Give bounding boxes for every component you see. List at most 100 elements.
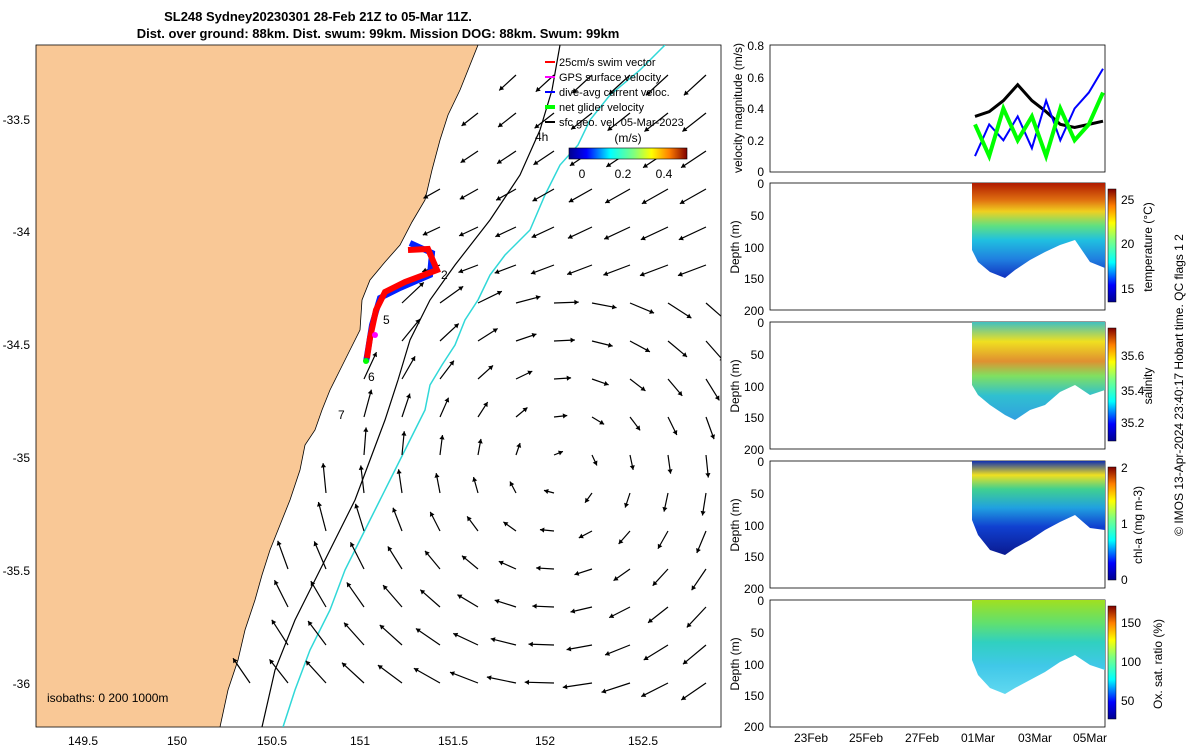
velocity-arrowhead	[310, 581, 316, 587]
velocity-arrow	[377, 664, 403, 684]
oxygen-colorbar	[1107, 605, 1117, 720]
oxygen-ylabel: Depth (m)	[728, 637, 742, 690]
velocity-arrowhead	[566, 375, 572, 381]
velocity-arrow	[271, 619, 289, 646]
legend-net-velocity: net glider velocity	[559, 102, 644, 114]
velocity-y-tick: 0	[757, 165, 764, 179]
velocity-arrowhead	[639, 271, 645, 277]
velocity-arrowhead	[532, 196, 538, 202]
velocity-arrow	[439, 285, 464, 304]
velocity-arrowhead	[686, 622, 692, 628]
map-panel: 2 5 6 7 4h 25cm/s swim vector GPS surfac…	[3, 44, 722, 748]
velocity-arrowhead	[533, 160, 539, 165]
velocity-arrowhead	[477, 438, 483, 444]
velocity-y-tick: 0.8	[747, 39, 764, 53]
velocity-arrowhead	[604, 234, 610, 240]
time-tick: 23Feb	[794, 731, 828, 745]
velocity-arrow	[570, 112, 593, 130]
velocity-arrowhead	[686, 313, 692, 319]
velocity-arrowhead	[354, 503, 360, 509]
velocity-arrow	[601, 682, 631, 693]
velocity-arrowhead	[678, 235, 684, 241]
velocity-arrowhead	[418, 282, 424, 288]
velocity-arrow	[363, 351, 378, 380]
velocity-arrowhead	[495, 232, 501, 238]
depth-tick: 50	[751, 626, 765, 640]
net-glider-velocity-marker	[363, 358, 369, 364]
velocity-arrowhead	[567, 234, 573, 239]
velocity-arrow	[562, 682, 593, 688]
velocity-arrowhead	[601, 688, 607, 694]
velocity-arrowhead	[700, 510, 706, 516]
map-x-tick: 151.5	[438, 734, 468, 748]
velocity-arrowhead	[392, 507, 397, 513]
velocity-arrow	[379, 624, 403, 646]
velocity-arrowhead	[539, 527, 545, 533]
velocity-arrow	[415, 627, 441, 646]
gps-surface-velocity-marker	[372, 332, 378, 338]
chla-cbar-tick: 1	[1121, 517, 1128, 531]
oxygen-section	[972, 600, 1105, 694]
map-x-tick: 152.5	[628, 734, 658, 748]
chla-cbar-tick: 2	[1121, 461, 1128, 475]
velocity-arrowhead	[567, 270, 573, 276]
legend-gps-velocity: GPS surface velocity	[559, 72, 662, 84]
chla-cbar-tick: 0	[1121, 573, 1128, 587]
velocity-arrowhead	[535, 295, 541, 301]
velocity-arrow	[608, 74, 631, 95]
velocity-arrowhead	[682, 352, 688, 357]
velocity-arrowhead	[681, 163, 687, 168]
legend-current-velocity: dive-avg current veloc.	[559, 87, 670, 99]
depth-tick: 200	[744, 582, 764, 596]
oxygen-cbar-tick: 100	[1121, 655, 1141, 669]
velocity-arrowhead	[422, 230, 428, 236]
isobath-200m	[261, 45, 561, 727]
glider-track-swim	[364, 245, 441, 359]
velocity-arrowhead	[379, 624, 385, 630]
salinity-panel: 35.6 35.4 35.2 salinity Depth (m) 0 50 1…	[728, 316, 1155, 457]
velocity-arrowhead	[494, 269, 500, 274]
velocity-arrowhead	[570, 608, 576, 614]
velocity-arrow	[680, 682, 707, 701]
velocity-y-tick: 0.6	[747, 71, 764, 85]
velocity-arrowhead	[681, 695, 687, 700]
velocity-arrowhead	[383, 585, 388, 591]
chart-title-line1: SL248 Sydney20230301 28-Feb 21Z to 05-Ma…	[164, 9, 472, 24]
velocity-arrow	[566, 264, 593, 275]
map-x-tick: 149.5	[68, 734, 98, 748]
depth-tick: 0	[757, 455, 764, 469]
velocity-arrowhead	[531, 233, 537, 238]
velocity-arrowhead	[571, 124, 577, 130]
colorbar-tick-1: 0.2	[615, 167, 632, 181]
velocity-arrowhead	[534, 123, 540, 129]
velocity-arrowhead	[488, 365, 494, 371]
velocity-arrowhead	[696, 548, 701, 553]
chla-cbar-label: chl-a (mg m-3)	[1131, 486, 1145, 564]
velocity-arrowhead	[341, 662, 347, 668]
salinity-section	[972, 322, 1105, 420]
oxygen-cbar-tick: 150	[1121, 616, 1141, 630]
credit-text: © IMOS 13-Apr-2024 23:40:17 Hobart time.…	[1172, 234, 1186, 536]
velocity-arrow	[678, 226, 707, 241]
velocity-arrowhead	[413, 668, 419, 673]
velocity-arrow	[387, 546, 403, 570]
velocity-arrow	[686, 606, 707, 628]
velocity-arrowhead	[415, 319, 420, 324]
velocity-arrow	[401, 318, 421, 342]
time-tick: 05Mar	[1073, 731, 1107, 745]
velocity-arrowhead	[643, 163, 649, 168]
velocity-arrowhead	[363, 427, 369, 432]
velocity-arrow	[603, 264, 631, 276]
velocity-arrowhead	[444, 397, 450, 403]
velocity-arrow	[363, 427, 367, 456]
legend-sfc-geo-velocity: sfc geo. vel. 05-Mar-2023	[559, 117, 684, 129]
velocity-arrowhead	[691, 585, 697, 591]
velocity-arrowhead	[641, 692, 647, 697]
velocity-arrowhead	[449, 360, 454, 366]
velocity-arrowhead	[607, 125, 613, 131]
velocity-arrow	[607, 112, 631, 132]
velocity-arrowhead	[572, 88, 578, 93]
velocity-arrowhead	[313, 541, 319, 547]
velocity-arrowhead	[496, 195, 502, 201]
velocity-arrow	[683, 74, 707, 96]
